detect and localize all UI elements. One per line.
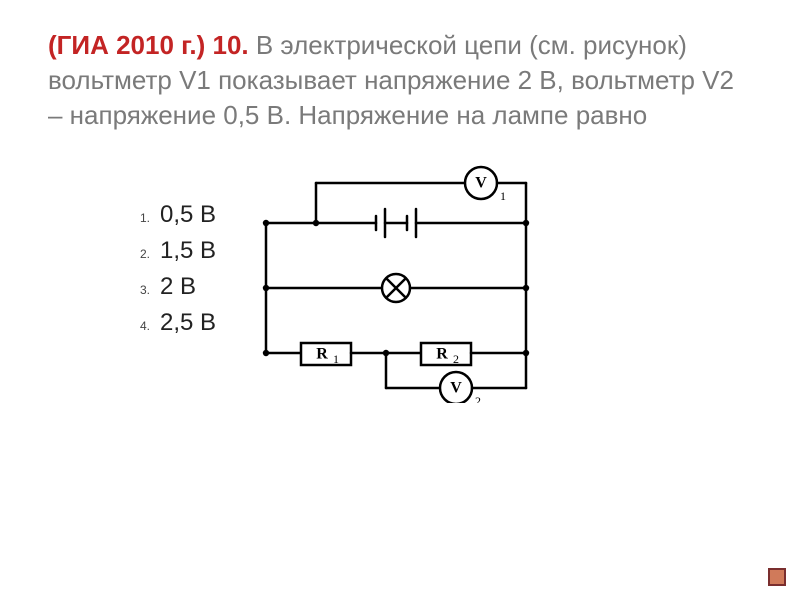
title-prefix: (ГИА 2010 г.) 10. — [48, 30, 249, 60]
option-1: 1. 0,5 В — [128, 201, 216, 229]
svg-text:R: R — [436, 346, 448, 363]
option-number: 2. — [128, 247, 150, 261]
svg-text:V: V — [450, 380, 462, 397]
option-value: 2,5 В — [160, 309, 216, 337]
problem-title: (ГИА 2010 г.) 10. В электрической цепи (… — [48, 28, 752, 133]
slide-corner-icon — [768, 568, 786, 586]
svg-text:V: V — [475, 175, 487, 192]
svg-text:1: 1 — [333, 352, 339, 366]
circuit-diagram: V1R1R2V2 — [236, 143, 556, 403]
svg-text:2: 2 — [453, 352, 459, 366]
option-3: 3. 2 В — [128, 273, 216, 301]
svg-text:2: 2 — [475, 394, 481, 403]
option-value: 2 В — [160, 273, 196, 301]
svg-text:1: 1 — [500, 189, 506, 203]
answer-options: 1. 0,5 В 2. 1,5 В 3. 2 В 4. 2,5 В — [48, 151, 216, 345]
svg-text:R: R — [316, 346, 328, 363]
option-number: 1. — [128, 211, 150, 225]
option-2: 2. 1,5 В — [128, 237, 216, 265]
option-number: 4. — [128, 319, 150, 333]
option-value: 1,5 В — [160, 237, 216, 265]
option-4: 4. 2,5 В — [128, 309, 216, 337]
option-value: 0,5 В — [160, 201, 216, 229]
option-number: 3. — [128, 283, 150, 297]
